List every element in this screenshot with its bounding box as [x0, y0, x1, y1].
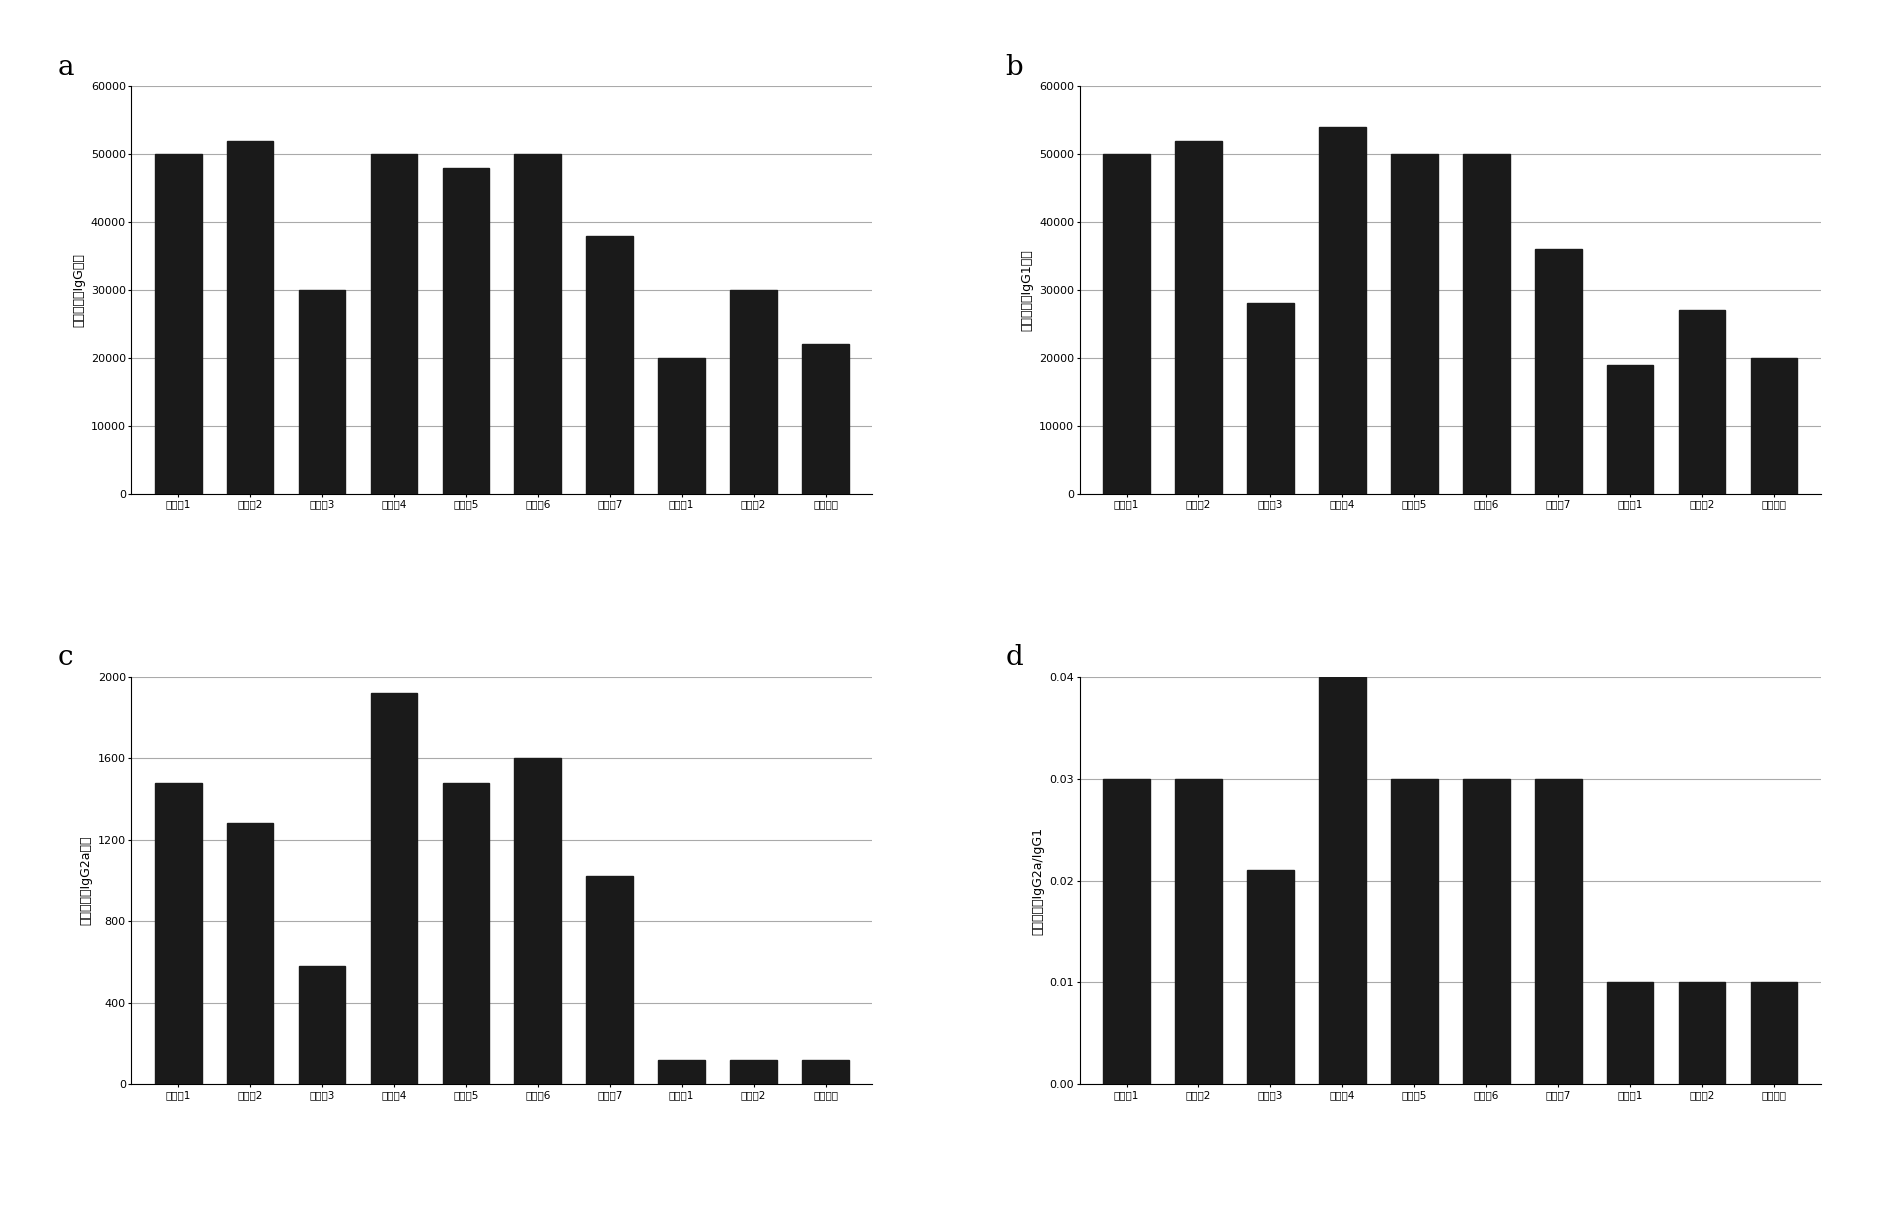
Bar	[1678, 310, 1725, 494]
Bar	[1751, 357, 1798, 494]
Bar	[1678, 982, 1725, 1084]
Bar	[730, 1060, 777, 1084]
Bar	[1607, 982, 1654, 1084]
Text: a: a	[58, 54, 73, 80]
Bar	[1320, 127, 1366, 494]
Bar	[1320, 676, 1366, 1084]
Bar	[298, 290, 345, 494]
Bar	[1462, 154, 1509, 494]
Bar	[1391, 154, 1438, 494]
Bar	[586, 876, 633, 1084]
Bar	[730, 290, 777, 494]
Bar	[370, 154, 417, 494]
Bar	[801, 1060, 848, 1084]
Bar	[443, 782, 490, 1084]
Bar	[443, 168, 490, 494]
Bar	[586, 235, 633, 494]
Y-axis label: 多糖特异性IgG满度: 多糖特异性IgG满度	[71, 253, 84, 326]
Bar	[227, 140, 274, 494]
Text: c: c	[58, 644, 73, 671]
Text: b: b	[1006, 54, 1023, 80]
Bar	[370, 694, 417, 1084]
Y-axis label: 多糖特异性IgG2a满度: 多糖特异性IgG2a满度	[79, 835, 92, 925]
Bar	[801, 344, 848, 494]
Bar	[154, 154, 201, 494]
Bar	[1104, 154, 1151, 494]
Bar	[1462, 779, 1509, 1084]
Bar	[1246, 303, 1293, 494]
Bar	[1391, 779, 1438, 1084]
Bar	[154, 782, 201, 1084]
Bar	[659, 1060, 706, 1084]
Y-axis label: 多糖特异性IgG1满度: 多糖特异性IgG1满度	[1021, 249, 1034, 330]
Bar	[514, 154, 561, 494]
Bar	[514, 759, 561, 1084]
Bar	[1175, 779, 1222, 1084]
Bar	[1535, 249, 1582, 494]
Bar	[298, 966, 345, 1084]
Y-axis label: 多糖特异性IgG2a/IgG1: 多糖特异性IgG2a/IgG1	[1030, 827, 1044, 935]
Bar	[1751, 982, 1798, 1084]
Bar	[1104, 779, 1151, 1084]
Bar	[1535, 779, 1582, 1084]
Bar	[1175, 140, 1222, 494]
Bar	[659, 357, 706, 494]
Bar	[227, 823, 274, 1084]
Text: d: d	[1006, 644, 1023, 671]
Bar	[1246, 870, 1293, 1084]
Bar	[1607, 365, 1654, 494]
